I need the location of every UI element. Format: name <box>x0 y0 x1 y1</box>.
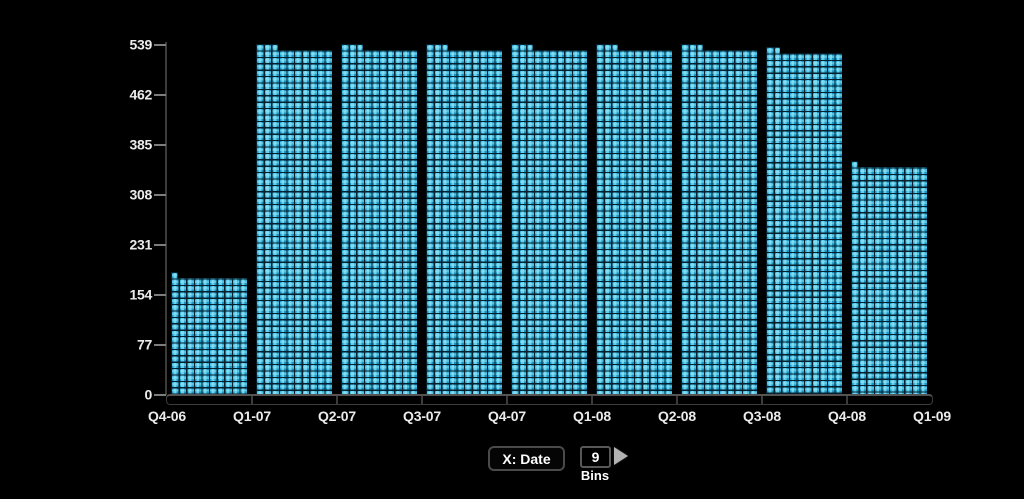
x-axis-label: Q1-09 <box>913 408 951 424</box>
bins-count-input[interactable]: 9 <box>580 446 611 468</box>
histogram-bar[interactable] <box>851 160 927 394</box>
y-axis-label: 385 <box>129 136 153 153</box>
histogram-bar[interactable] <box>596 44 672 394</box>
bins-label: Bins <box>580 468 610 483</box>
x-axis-tick <box>591 396 593 404</box>
x-axis-label: Q2-08 <box>658 408 696 424</box>
y-axis-label: 231 <box>129 236 153 253</box>
y-axis-label: 0 <box>144 386 153 403</box>
x-axis-label: Q4-07 <box>488 408 526 424</box>
x-axis-label: Q1-08 <box>573 408 611 424</box>
x-axis-label: Q1-07 <box>233 408 271 424</box>
plot-area <box>167 44 933 394</box>
y-axis-tick <box>154 294 166 296</box>
x-axis-tick <box>336 396 338 404</box>
x-axis-band <box>166 394 933 405</box>
x-axis-label: Q4-08 <box>828 408 866 424</box>
x-axis-tick <box>676 396 678 404</box>
x-field-button[interactable]: X: Date <box>488 446 565 471</box>
step-arrow-icon[interactable] <box>614 447 628 465</box>
y-axis-tick <box>154 94 166 96</box>
x-axis-tick <box>506 396 508 404</box>
y-axis-tick <box>154 244 166 246</box>
x-axis-label: Q4-06 <box>148 408 186 424</box>
x-axis-label: Q2-07 <box>318 408 356 424</box>
y-axis-tick <box>154 144 166 146</box>
y-axis-tick <box>154 394 166 396</box>
histogram-bar[interactable] <box>511 44 587 394</box>
x-axis-tick <box>761 396 763 404</box>
x-axis-tick <box>251 396 253 404</box>
x-axis-label: Q3-08 <box>743 408 781 424</box>
histogram-bar[interactable] <box>426 44 502 394</box>
y-axis-label: 462 <box>129 86 153 103</box>
y-axis-tick <box>154 44 166 46</box>
y-axis-label: 308 <box>129 186 153 203</box>
y-axis-tick <box>154 194 166 196</box>
y-axis-label: 154 <box>129 286 153 303</box>
x-axis-tick <box>846 396 848 404</box>
histogram-bar[interactable] <box>256 44 332 394</box>
histogram-bar[interactable] <box>171 271 247 394</box>
y-axis-tick <box>154 344 166 346</box>
histogram-bar[interactable] <box>766 47 842 394</box>
x-axis-tick <box>421 396 423 404</box>
y-axis-label: 539 <box>129 36 153 53</box>
histogram-bar[interactable] <box>341 44 417 394</box>
histogram-bar[interactable] <box>681 44 757 394</box>
y-axis-line <box>165 42 167 395</box>
y-axis-label: 77 <box>137 336 152 353</box>
x-axis-label: Q3-07 <box>403 408 441 424</box>
